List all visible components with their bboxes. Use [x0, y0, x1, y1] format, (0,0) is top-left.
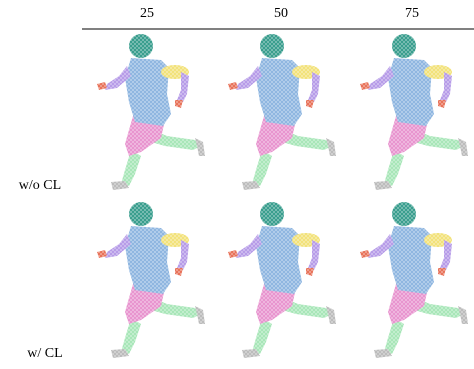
row-label: w/ CL — [27, 346, 62, 361]
mesh-render — [358, 32, 470, 192]
figure: 25 50 75 w/o CL w/ CL — [0, 0, 474, 369]
mesh-render — [95, 200, 207, 360]
column-header: 50 — [274, 6, 288, 21]
mesh-render — [358, 200, 470, 360]
column-header: 75 — [405, 6, 419, 21]
column-header: 25 — [140, 6, 154, 21]
mesh-render — [95, 32, 207, 192]
mesh-render — [226, 200, 338, 360]
page: 25 50 75 w/o CL w/ CL (() => { const dat… — [0, 0, 474, 369]
mesh-render — [226, 32, 338, 192]
row-label: w/o CL — [19, 178, 61, 193]
